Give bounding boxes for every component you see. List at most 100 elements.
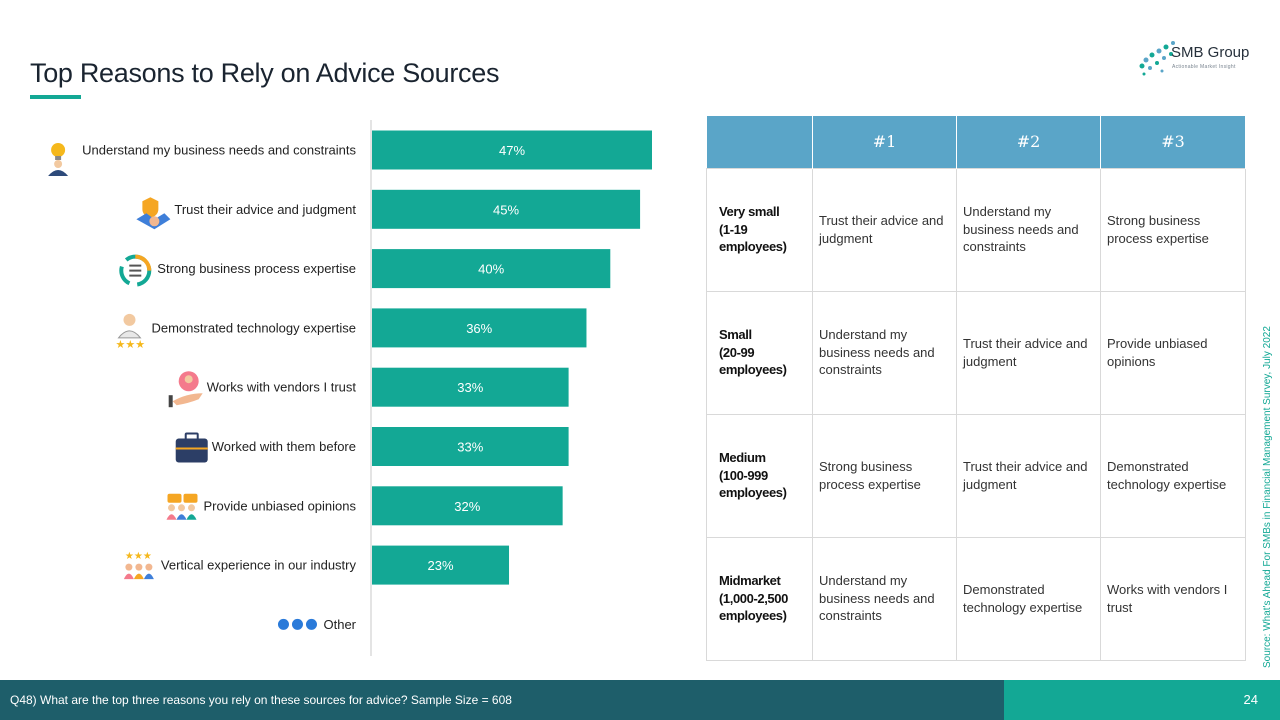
segment-cell: Medium (100-999 employees): [706, 413, 813, 538]
rank-3-cell: Works with vendors I trust: [1100, 536, 1246, 661]
face-shape: [184, 375, 193, 384]
bar: [372, 545, 510, 585]
dot-shape: [305, 618, 317, 630]
body-shape: [117, 330, 142, 339]
data-label: 40%: [478, 262, 504, 277]
header-rank-3: #3: [1100, 116, 1246, 168]
briefcase-icon: [175, 432, 208, 463]
segment-ranking-table: #1 #2 #3 Very small (1-19 employees) Tru…: [706, 116, 1246, 661]
bar: [372, 308, 587, 348]
header-rank-1: #1: [812, 116, 957, 168]
handshake-shield-icon: [136, 197, 171, 230]
data-label: 32%: [454, 499, 480, 514]
person-head: [145, 563, 153, 571]
segment-unit: employees): [719, 608, 787, 624]
segment-name: Very small: [719, 204, 780, 220]
person-head: [178, 504, 185, 512]
head-shape: [123, 313, 136, 326]
data-label: 23%: [427, 558, 453, 573]
person-body: [123, 573, 134, 580]
logo-name: SMB Group: [1171, 44, 1250, 61]
header-segment: [706, 116, 813, 168]
rank-2-cell: Trust their advice and judgment: [956, 413, 1101, 538]
segment-name: Midmarket: [719, 573, 781, 589]
rank-1-cell: Understand my business needs and constra…: [812, 290, 957, 415]
header-rank-2: #2: [956, 116, 1101, 168]
bar: [372, 130, 652, 170]
segment-range: (100-999: [719, 467, 768, 483]
head-shape: [54, 160, 63, 168]
person-head: [135, 563, 143, 571]
rank-1-cell: Strong business process expertise: [812, 413, 957, 538]
rank-1-cell: Understand my business needs and constra…: [812, 536, 957, 661]
stars-shape: ★★★: [115, 338, 145, 351]
segment-name: Medium: [719, 450, 766, 466]
segment-range: (1-19: [719, 221, 748, 237]
list-line: [129, 264, 142, 267]
source-note: Source: What's Ahead For SMBs in Financi…: [1262, 326, 1273, 668]
rank-2-cell: Understand my business needs and constra…: [956, 167, 1101, 292]
bulb-shape: [51, 143, 66, 157]
bar: [372, 189, 641, 229]
page-title: Top Reasons to Rely on Advice Sources: [30, 58, 500, 88]
category-label: Other: [323, 617, 356, 632]
rank-3-cell: Provide unbiased opinions: [1100, 290, 1246, 415]
data-label: 47%: [499, 143, 525, 158]
table-row: Midmarket (1,000-2,500 employees) Unders…: [706, 536, 1246, 661]
person-body: [133, 573, 144, 580]
category-label: Vertical experience in our industry: [161, 558, 357, 573]
bar: [372, 486, 563, 526]
list-line: [129, 274, 142, 277]
other-dots-icon: [277, 618, 317, 630]
lightbulb-person-icon: [48, 143, 69, 176]
person-body: [166, 514, 177, 520]
segment-range: (1,000-2,500: [719, 590, 788, 606]
rank-2-cell: Demonstrated technology expertise: [956, 536, 1101, 661]
title-underline: [30, 95, 81, 99]
table-row: Medium (100-999 employees) Strong busine…: [706, 413, 1246, 538]
segment-unit: employees): [719, 362, 787, 378]
rank-3-cell: Strong business process expertise: [1100, 167, 1246, 292]
cuff-shape: [168, 395, 173, 408]
rank-1-cell: Trust their advice and judgment: [812, 167, 957, 292]
shield-shape: [142, 197, 159, 219]
category-label: Trust their advice and judgment: [174, 202, 356, 217]
data-label: 33%: [457, 380, 483, 395]
smb-group-logo: SMB Group Actionable Market Insight: [1136, 36, 1251, 82]
bubble-shape: [167, 493, 182, 503]
footer-bar: Q48) What are the top three reasons you …: [0, 680, 1004, 720]
category-label: Provide unbiased opinions: [204, 498, 357, 513]
category-label: Strong business process expertise: [157, 261, 356, 276]
page-number: 24: [1243, 692, 1258, 707]
vendor-trust-icon: [168, 371, 203, 408]
table-header-row: #1 #2 #3: [706, 116, 1246, 168]
stars-shape: ★★★: [125, 551, 152, 562]
category-label: Demonstrated technology expertise: [151, 320, 356, 335]
dot-shape: [291, 618, 303, 630]
person-head: [125, 563, 133, 571]
data-label: 36%: [466, 321, 492, 336]
category-label: Worked with them before: [212, 439, 356, 454]
reasons-bar-chart: Understand my business needs and constra…: [48, 120, 652, 656]
person-head: [188, 504, 195, 512]
segment-cell: Small (20-99 employees): [706, 290, 813, 415]
process-cycle-icon: [119, 254, 152, 287]
segment-name: Small: [719, 327, 752, 343]
bulb-base: [55, 156, 62, 160]
table-row: Small (20-99 employees) Understand my bu…: [706, 290, 1246, 415]
table-row: Very small (1-19 employees) Trust their …: [706, 167, 1246, 292]
technology-expert-icon: ★★★: [115, 313, 145, 351]
case-handle: [184, 432, 199, 441]
body-shape: [48, 170, 69, 176]
bar: [372, 427, 569, 466]
footer-question: Q48) What are the top three reasons you …: [10, 693, 512, 707]
hand-shape: [172, 393, 203, 406]
case-strap: [175, 447, 208, 450]
segment-unit: employees): [719, 239, 787, 255]
data-label: 45%: [493, 202, 519, 217]
person-head: [168, 504, 175, 512]
data-label: 33%: [457, 440, 483, 455]
category-label: Understand my business needs and constra…: [82, 143, 356, 158]
person-body: [186, 514, 197, 520]
segment-cell: Midmarket (1,000-2,500 employees): [706, 536, 813, 661]
